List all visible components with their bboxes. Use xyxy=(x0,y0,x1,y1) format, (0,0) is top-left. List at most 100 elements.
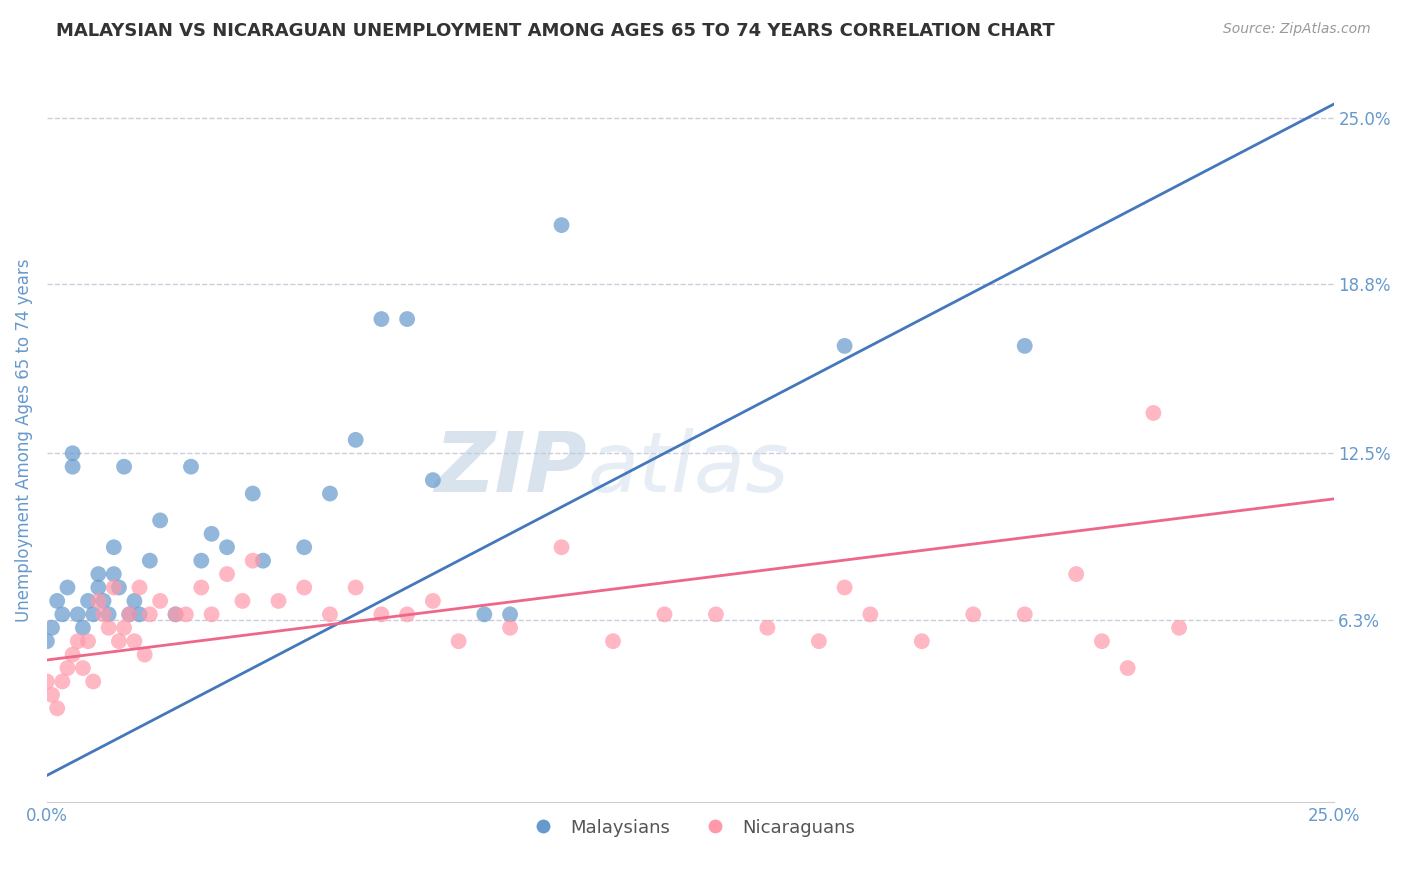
Point xyxy=(911,634,934,648)
Point xyxy=(118,607,141,622)
Point xyxy=(139,554,162,568)
Point xyxy=(87,594,110,608)
Point xyxy=(1014,607,1036,622)
Point xyxy=(118,607,141,622)
Point xyxy=(654,607,676,622)
Point xyxy=(41,688,63,702)
Point xyxy=(215,567,238,582)
Point xyxy=(292,540,315,554)
Point xyxy=(396,312,419,326)
Point xyxy=(128,581,150,595)
Text: ZIP: ZIP xyxy=(434,428,588,509)
Point xyxy=(215,540,238,554)
Point xyxy=(422,594,444,608)
Point xyxy=(72,621,94,635)
Point xyxy=(242,486,264,500)
Point xyxy=(56,661,79,675)
Point xyxy=(66,634,89,648)
Point xyxy=(66,607,89,622)
Point xyxy=(834,581,856,595)
Point xyxy=(149,594,172,608)
Point xyxy=(97,607,120,622)
Text: atlas: atlas xyxy=(588,428,789,509)
Point xyxy=(134,648,156,662)
Point xyxy=(1014,339,1036,353)
Point xyxy=(174,607,197,622)
Point xyxy=(124,594,146,608)
Point xyxy=(602,634,624,648)
Point xyxy=(41,621,63,635)
Point xyxy=(550,540,572,554)
Point xyxy=(46,594,69,608)
Point xyxy=(834,339,856,353)
Point xyxy=(103,581,125,595)
Point xyxy=(56,581,79,595)
Point xyxy=(82,674,104,689)
Point xyxy=(252,554,274,568)
Point xyxy=(756,621,779,635)
Point xyxy=(51,607,73,622)
Point xyxy=(1091,634,1114,648)
Point xyxy=(87,567,110,582)
Legend: Malaysians, Nicaraguans: Malaysians, Nicaraguans xyxy=(517,812,862,844)
Point xyxy=(35,674,58,689)
Point xyxy=(807,634,830,648)
Point xyxy=(190,581,212,595)
Point xyxy=(499,607,522,622)
Y-axis label: Unemployment Among Ages 65 to 74 years: Unemployment Among Ages 65 to 74 years xyxy=(15,258,32,622)
Point xyxy=(112,459,135,474)
Point xyxy=(93,607,115,622)
Point xyxy=(319,607,342,622)
Point xyxy=(112,621,135,635)
Point xyxy=(128,607,150,622)
Point xyxy=(370,312,392,326)
Point xyxy=(35,634,58,648)
Point xyxy=(200,526,222,541)
Point xyxy=(62,459,84,474)
Point xyxy=(242,554,264,568)
Point xyxy=(344,581,367,595)
Point xyxy=(1168,621,1191,635)
Point xyxy=(97,621,120,635)
Point xyxy=(859,607,882,622)
Point xyxy=(62,446,84,460)
Point xyxy=(344,433,367,447)
Point xyxy=(472,607,495,622)
Point xyxy=(103,540,125,554)
Point xyxy=(139,607,162,622)
Point xyxy=(396,607,419,622)
Point xyxy=(267,594,290,608)
Point xyxy=(292,581,315,595)
Point xyxy=(370,607,392,622)
Point xyxy=(1142,406,1164,420)
Point xyxy=(108,581,131,595)
Point xyxy=(165,607,187,622)
Point xyxy=(704,607,727,622)
Point xyxy=(46,701,69,715)
Point xyxy=(108,634,131,648)
Point xyxy=(422,473,444,487)
Point xyxy=(62,648,84,662)
Point xyxy=(447,634,470,648)
Point xyxy=(87,581,110,595)
Point xyxy=(499,621,522,635)
Point xyxy=(962,607,984,622)
Point xyxy=(72,661,94,675)
Point xyxy=(1116,661,1139,675)
Point xyxy=(319,486,342,500)
Point xyxy=(550,218,572,232)
Point xyxy=(180,459,202,474)
Point xyxy=(124,634,146,648)
Point xyxy=(200,607,222,622)
Point xyxy=(51,674,73,689)
Text: MALAYSIAN VS NICARAGUAN UNEMPLOYMENT AMONG AGES 65 TO 74 YEARS CORRELATION CHART: MALAYSIAN VS NICARAGUAN UNEMPLOYMENT AMO… xyxy=(56,22,1054,40)
Point xyxy=(77,594,100,608)
Point xyxy=(82,607,104,622)
Point xyxy=(77,634,100,648)
Point xyxy=(149,513,172,527)
Text: Source: ZipAtlas.com: Source: ZipAtlas.com xyxy=(1223,22,1371,37)
Point xyxy=(165,607,187,622)
Point xyxy=(190,554,212,568)
Point xyxy=(93,594,115,608)
Point xyxy=(103,567,125,582)
